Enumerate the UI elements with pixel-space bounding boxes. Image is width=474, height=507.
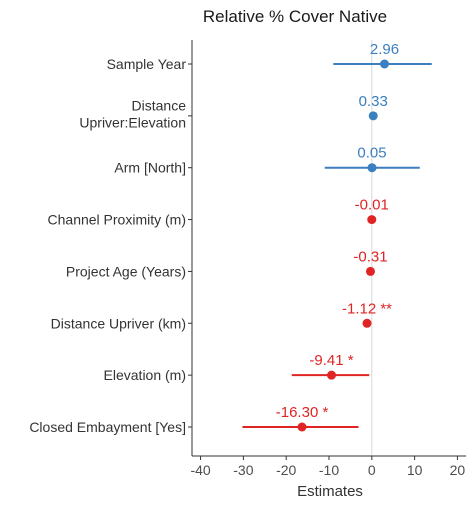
- category-labels: Sample Year Distance Upriver:Elevation Arm …: [29, 56, 192, 435]
- x-tick-label: 20: [450, 462, 466, 478]
- x-axis-label: Estimates: [297, 483, 363, 500]
- estimate-point-channel-proximity-m: [367, 215, 377, 225]
- value-label-closed-embayment-yes: -16.30 *: [276, 404, 329, 421]
- category-label-channel-proximity-m: Channel Proximity (m): [48, 212, 186, 228]
- value-label-channel-proximity-m: -0.01: [355, 197, 389, 214]
- x-tick-label: -30: [233, 462, 253, 478]
- value-label-sample-year: 2.96: [370, 41, 399, 58]
- category-label-closed-embayment-yes: Closed Embayment [Yes]: [29, 419, 186, 435]
- value-label-distance-upriver-elevation: 0.33: [359, 93, 388, 110]
- x-ticks: -40 -30 -20 -10 0 10 20: [190, 456, 465, 478]
- category-label-distance-upriver-km: Distance Upriver (km): [51, 315, 186, 331]
- x-tick-label: -10: [319, 462, 339, 478]
- estimate-point-elevation-m: [327, 370, 337, 380]
- estimate-point-arm-north: [367, 163, 377, 173]
- category-label-project-age-years: Project Age (Years): [66, 263, 186, 279]
- category-label-sample-year: Sample Year: [107, 56, 187, 72]
- category-label-elevation-m: Elevation (m): [104, 367, 186, 383]
- x-tick-label: 10: [407, 462, 423, 478]
- x-tick-label: 0: [368, 462, 376, 478]
- chart-title: Relative % Cover Native: [203, 7, 387, 26]
- estimate-point-sample-year: [379, 59, 389, 69]
- x-tick-label: -20: [276, 462, 296, 478]
- estimate-point-closed-embayment-yes: [297, 422, 307, 432]
- estimate-point-distance-upriver-elevation: [368, 111, 378, 121]
- category-label-arm-north: Arm [North]: [114, 160, 186, 176]
- value-label-elevation-m: -9.41 *: [309, 352, 353, 369]
- value-label-arm-north: 0.05: [357, 145, 386, 162]
- value-label-project-age-years: -0.31: [353, 248, 387, 265]
- value-label-distance-upriver-km: -1.12 **: [342, 300, 392, 317]
- estimate-marks: 2.96 0.33 0.05 -0.01 -0.31 -1.12 ** -9.41 * -16…: [242, 41, 432, 432]
- x-tick-label: -40: [190, 462, 210, 478]
- estimate-point-distance-upriver-km: [362, 318, 372, 328]
- estimate-point-project-age-years: [365, 266, 375, 276]
- category-label-distance-upriver-elevation: Distance Upriver:Elevation: [79, 97, 186, 130]
